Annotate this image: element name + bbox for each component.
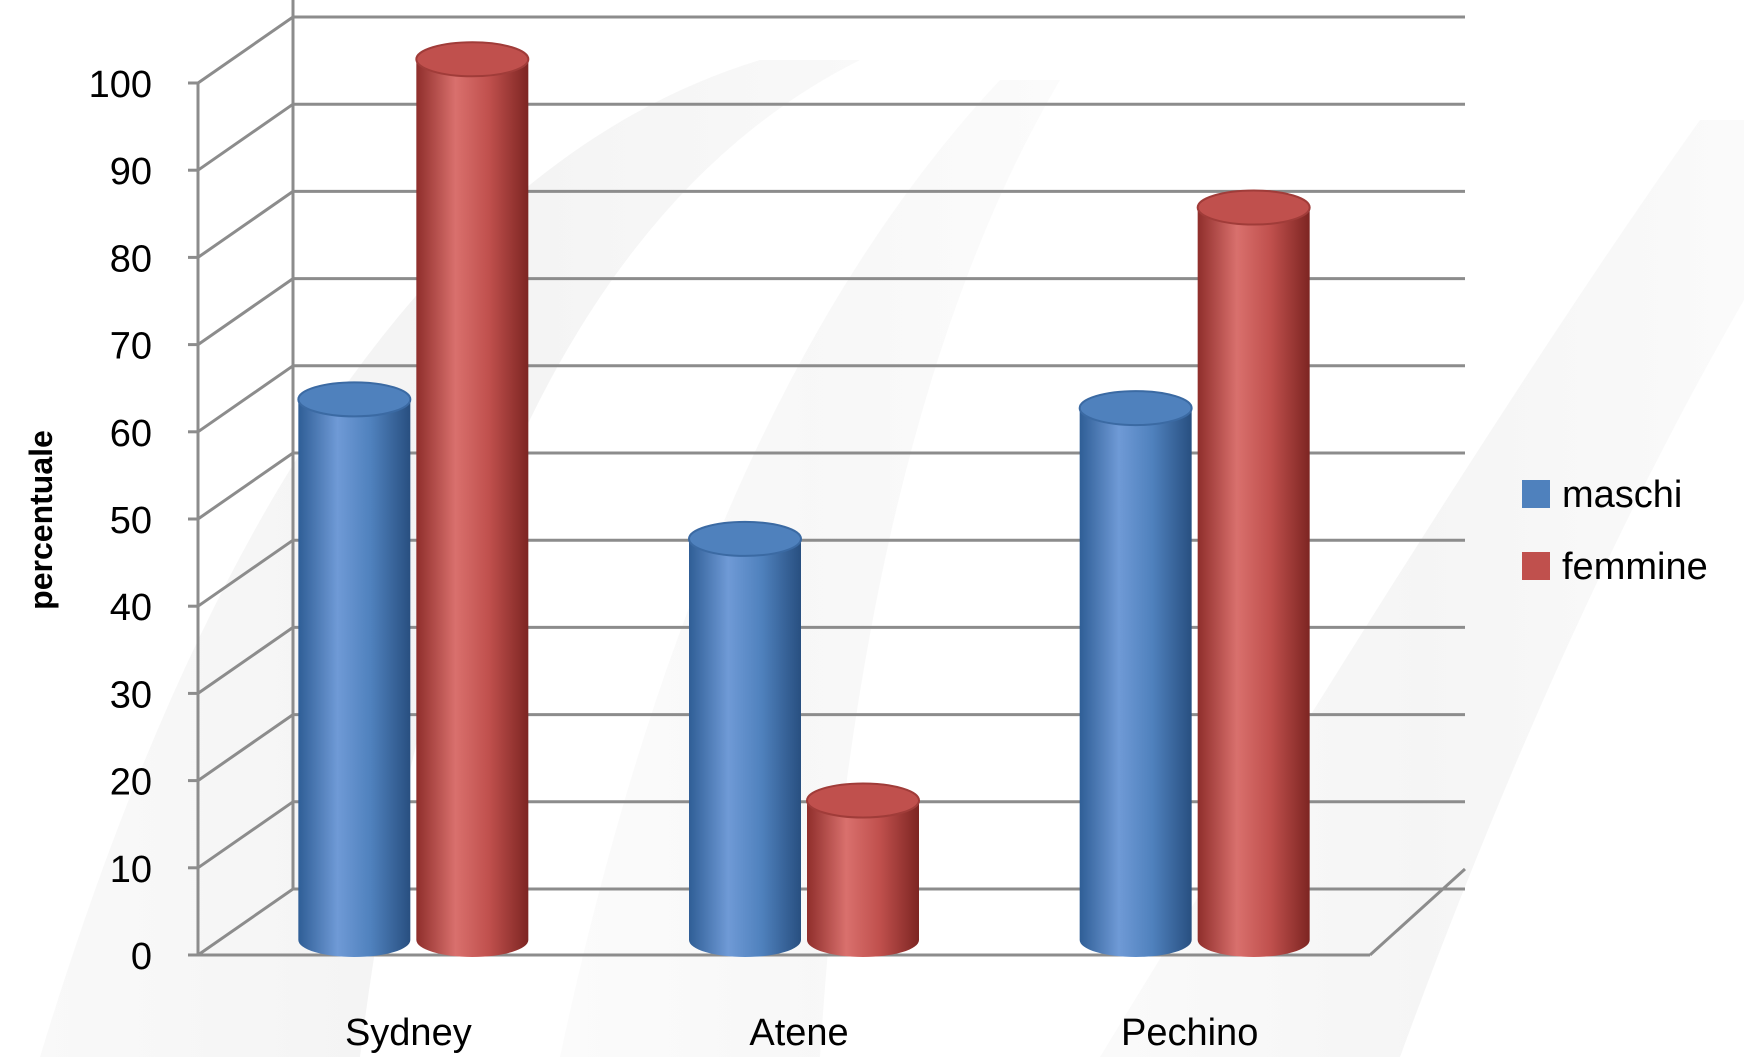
- bar-femmine-Sydney: [415, 41, 530, 957]
- x-tick-label: Sydney: [345, 1012, 472, 1054]
- gridline-side: [197, 626, 294, 695]
- bars-group: [297, 41, 1311, 958]
- bar-body: [298, 399, 411, 957]
- bar-top: [415, 41, 530, 78]
- gridline-side: [197, 15, 294, 85]
- gridline-side: [197, 277, 294, 346]
- legend: maschi femmine: [1522, 474, 1708, 588]
- y-tick-label: 60: [110, 413, 152, 455]
- bar-top: [688, 520, 802, 557]
- y-axis-label: percentuale: [23, 430, 59, 610]
- floor-side-edge: [1368, 867, 1467, 957]
- bar-top: [1196, 189, 1311, 226]
- bar-top: [1078, 390, 1193, 427]
- bar-femmine-Atene: [806, 782, 920, 957]
- y-tick-label: 50: [110, 500, 152, 542]
- y-tick-label: 30: [110, 674, 152, 716]
- gridline-side: [197, 451, 294, 521]
- y-tick-label: 90: [110, 151, 152, 193]
- bar-body: [689, 538, 801, 957]
- y-tick-label: 0: [131, 936, 152, 978]
- bar-body: [416, 59, 529, 957]
- bar-body: [807, 800, 919, 957]
- y-tick-label: 80: [110, 238, 152, 280]
- bar-body: [1079, 408, 1192, 958]
- bar-femmine-Pechino: [1196, 189, 1311, 957]
- bar-maschi-Pechino: [1078, 390, 1193, 958]
- y-tick-label: 40: [110, 587, 152, 629]
- gridline-side: [197, 102, 294, 172]
- x-tick-label: Atene: [749, 1012, 848, 1054]
- gridline-side: [197, 364, 294, 434]
- gridline-side: [197, 190, 294, 259]
- y-tick-label: 100: [89, 64, 152, 106]
- x-tick-label: Pechino: [1121, 1012, 1258, 1054]
- legend-label-maschi: maschi: [1562, 474, 1682, 516]
- gridline-side: [197, 800, 294, 870]
- legend-swatch-femmine: [1522, 552, 1550, 580]
- bar-top: [297, 381, 412, 418]
- bar-maschi-Atene: [688, 520, 802, 957]
- legend-label-femmine: femmine: [1562, 546, 1708, 588]
- bar-body: [1197, 207, 1310, 957]
- bar-maschi-Sydney: [297, 381, 412, 957]
- x-tick-labels: Sydney Atene Pechino: [345, 1012, 1258, 1054]
- legend-swatch-maschi: [1522, 480, 1550, 508]
- y-tick-labels: 0 10 20 30 40 50 60 70 80 90 100: [89, 64, 152, 978]
- gridline-side: [197, 713, 294, 782]
- gridline-side: [197, 887, 294, 957]
- y-tick-label: 20: [110, 762, 152, 804]
- gridline-side: [197, 538, 294, 608]
- y-tick-label: 70: [110, 326, 152, 368]
- y-tick-label: 10: [110, 849, 152, 891]
- bar-top: [806, 782, 920, 819]
